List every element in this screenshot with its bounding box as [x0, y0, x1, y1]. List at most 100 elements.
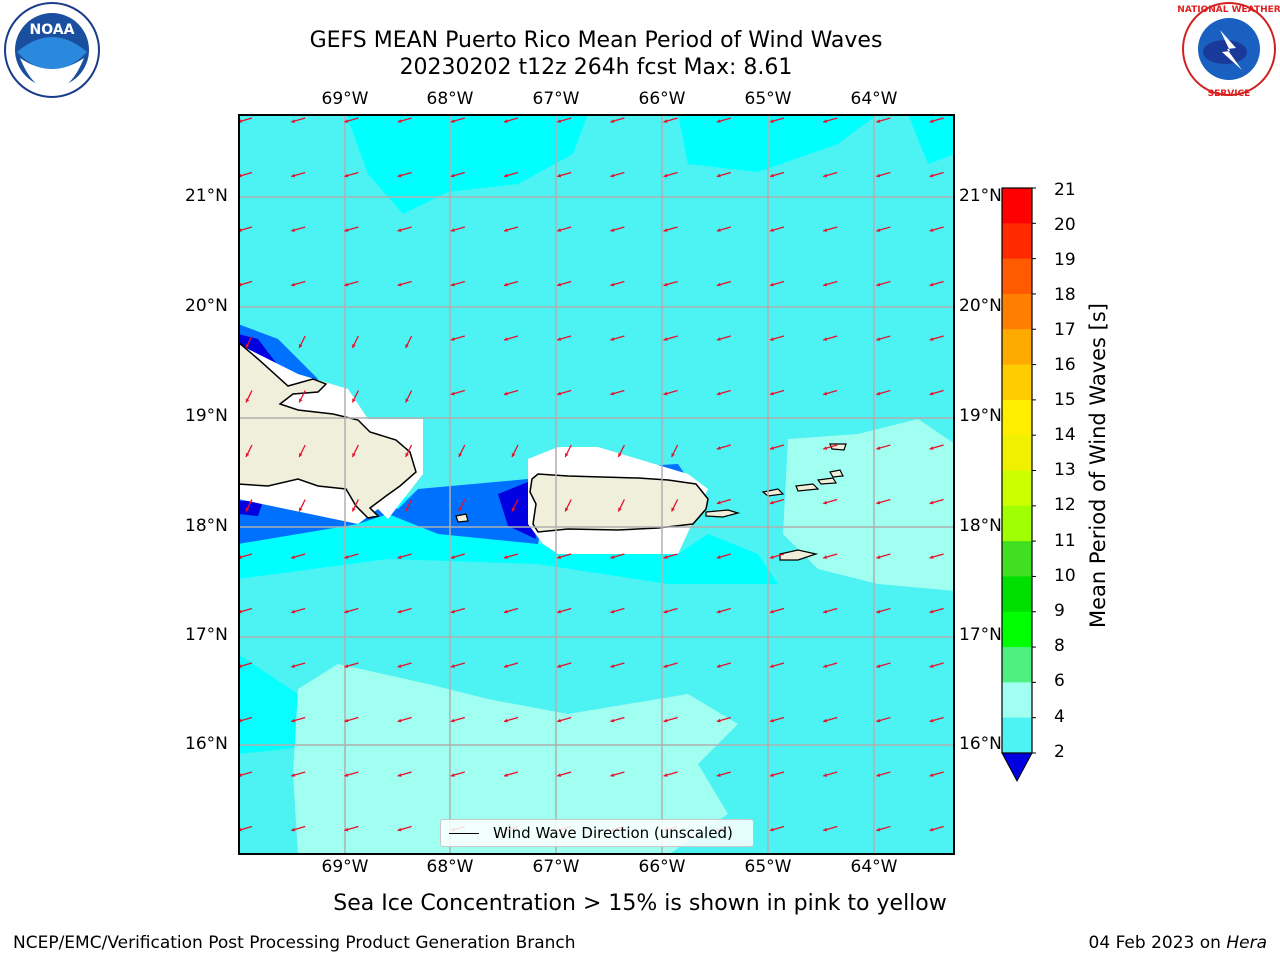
colorbar-tick-label: 17 [1054, 320, 1076, 340]
colorbar-tick-label: 21 [1054, 180, 1076, 200]
wind-wave-arrow-head [716, 119, 721, 123]
sea-ice-caption: Sea Ice Concentration > 15% is shown in … [333, 891, 947, 916]
wind-wave-arrow-head [929, 228, 934, 232]
wind-wave-arrow-head [397, 664, 402, 668]
wind-wave-arrow-head [405, 507, 409, 512]
wind-wave-arrow-head [344, 827, 349, 832]
wind-wave-arrow-head [823, 500, 828, 505]
wind-wave-arrow-head [610, 555, 615, 559]
map-subtitle: 20230202 t12z 264h fcst Max: 8.61 [399, 55, 793, 80]
colorbar-tick-label: 13 [1054, 460, 1076, 480]
period-zone-6-8 [678, 114, 878, 172]
lat-label-right: 18°N [959, 516, 1002, 536]
colorbar-tick-label: 8 [1054, 636, 1065, 656]
wind-wave-arrow-head [344, 609, 349, 614]
hispaniola-island [238, 341, 417, 519]
wind-wave-arrow-head [876, 337, 881, 341]
colorbar-segment [1002, 611, 1032, 648]
colorbar-tick-label: 4 [1054, 707, 1065, 727]
wind-wave-arrow-head [823, 282, 828, 287]
wind-wave-arrow-head [929, 337, 934, 341]
wind-wave-arrow-head [610, 119, 615, 123]
wind-wave-arrow-head [663, 664, 668, 668]
wind-wave-arrow-head [557, 609, 562, 614]
colorbar-tick-label: 18 [1054, 285, 1076, 305]
wind-wave-arrow-head [876, 391, 881, 396]
wind-wave-arrow-head [610, 664, 615, 668]
wind-wave-arrow-head [823, 827, 828, 832]
period-zone-6-8 [908, 114, 955, 164]
lon-label-bottom: 64°W [850, 857, 898, 877]
colorbar-segment [1002, 223, 1032, 260]
wind-wave-arrow-head [565, 507, 569, 512]
wind-wave-arrow-head [663, 282, 668, 287]
footer-date: 04 Feb 2023 on [1088, 933, 1227, 953]
wind-wave-arrow-head [929, 446, 934, 450]
wind-wave-arrow-head [618, 507, 622, 512]
colorbar-tick-label: 6 [1054, 671, 1065, 691]
wind-wave-arrow-head [876, 609, 881, 614]
wind-wave-arrow-head [504, 282, 508, 287]
map-panel [238, 114, 955, 855]
wind-wave-arrow-head [929, 827, 934, 832]
colorbar-segment [1002, 364, 1032, 401]
wind-wave-arrow-head [504, 228, 508, 232]
wind-wave-arrow-head [929, 555, 934, 559]
wind-wave-arrow-head [610, 337, 615, 341]
period-zone-lt-2 [498, 482, 536, 539]
wind-wave-arrow-head [876, 119, 881, 123]
colorbar-segment [1002, 188, 1032, 224]
wind-wave-arrow-head [557, 718, 562, 723]
wind-wave-arrow-head [557, 664, 562, 668]
wind-wave-arrow-head [405, 344, 409, 348]
lat-label-left: 16°N [185, 734, 228, 754]
wind-wave-arrow-head [770, 609, 774, 614]
lat-label-left: 21°N [185, 186, 228, 206]
colorbar-tick-label: 14 [1054, 425, 1076, 445]
wind-wave-arrow-head [663, 173, 668, 178]
lon-label-top: 64°W [850, 89, 898, 109]
wind-wave-arrow-head [610, 391, 615, 396]
wind-wave-arrow-head [823, 391, 828, 396]
colorbar [1001, 187, 1036, 783]
wind-wave-arrow-head [823, 119, 828, 123]
wind-wave-arrow-head [663, 337, 668, 341]
wind-wave-arrow-head [770, 664, 774, 668]
wind-wave-arrow-head [299, 453, 303, 457]
wind-wave-arrow-head [504, 609, 508, 614]
wind-wave-arrow-head [245, 453, 250, 457]
colorbar-segment [1002, 505, 1032, 542]
wind-wave-arrows [238, 117, 944, 832]
wind-wave-arrow-head [716, 555, 721, 559]
colorbar-segment [1002, 717, 1032, 754]
wind-wave-arrow-head [450, 718, 455, 723]
wind-wave-arrow-head [344, 718, 349, 723]
period-zone-6-8 [346, 114, 588, 214]
wind-wave-arrow-head [291, 282, 296, 287]
gridlines [238, 114, 955, 855]
colorbar-segment [1002, 293, 1032, 330]
wind-wave-arrow-head [929, 282, 934, 287]
wind-wave-arrow-head [450, 555, 455, 559]
wind-wave-arrow-head [716, 337, 721, 341]
wind-wave-arrow-head [511, 507, 516, 512]
wind-wave-arrow-head [397, 282, 402, 287]
colorbar-tick-label: 11 [1054, 531, 1076, 551]
wind-wave-arrow-head [504, 773, 508, 777]
wind-wave-arrow-head [291, 827, 296, 832]
colorbar-tick-label: 15 [1054, 390, 1076, 410]
wind-wave-arrow-head [876, 446, 881, 450]
wind-wave-arrow-head [770, 773, 774, 777]
wind-wave-arrow-head [344, 173, 349, 178]
colorbar-segment [1002, 541, 1032, 577]
wind-wave-arrow-head [929, 391, 934, 396]
colorbar-tick-label: 12 [1054, 495, 1076, 515]
colorbar-segment [1002, 576, 1032, 613]
wind-wave-arrow-head [618, 453, 622, 457]
wind-wave-arrow-head [245, 344, 250, 348]
footer-left: NCEP/EMC/Verification Post Processing Pr… [13, 933, 576, 953]
colorbar-tick-label: 2 [1054, 742, 1065, 762]
wind-wave-arrow-head [405, 453, 409, 457]
wind-wave-arrow-head [291, 664, 296, 668]
wind-wave-arrow-head [299, 344, 303, 348]
